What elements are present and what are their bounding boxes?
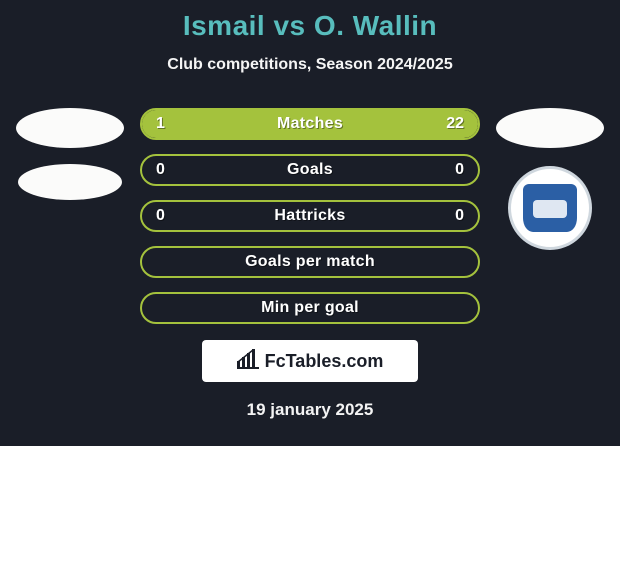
stat-value-right: 0 [441,156,478,184]
stat-bars: 1 Matches 22 0 Goals 0 0 Hattricks 0 [140,108,480,324]
stat-row: 1 Matches 22 [140,108,480,140]
left-player-col [0,108,140,200]
stat-label: Matches [142,110,478,138]
stat-value-right: 0 [441,202,478,230]
stat-value-right [450,294,478,322]
subtitle: Club competitions, Season 2024/2025 [0,56,620,74]
player-right-placeholder [496,108,604,148]
player-left-placeholder-1 [16,108,124,148]
stat-label: Hattricks [142,202,478,230]
stat-row: Min per goal [140,292,480,324]
right-player-col [480,108,620,250]
player-left-placeholder-2 [18,164,122,200]
content-area: 1 Matches 22 0 Goals 0 0 Hattricks 0 [0,108,620,324]
stat-row: 0 Hattricks 0 [140,200,480,232]
comparison-panel: Ismail vs O. Wallin Club competitions, S… [0,0,620,446]
date-text: 19 january 2025 [0,400,620,420]
stat-row: Goals per match [140,246,480,278]
stat-label: Goals per match [142,248,478,276]
stat-value-right [450,248,478,276]
stat-row: 0 Goals 0 [140,154,480,186]
stat-label: Min per goal [142,294,478,322]
club-badge-right [508,166,592,250]
club-badge-inner [523,184,577,232]
stat-label: Goals [142,156,478,184]
site-logo-text: FcTables.com [265,351,384,372]
page-title: Ismail vs O. Wallin [0,0,620,42]
stat-value-right: 22 [432,110,478,138]
bar-chart-icon [237,349,259,374]
site-logo: FcTables.com [202,340,418,382]
